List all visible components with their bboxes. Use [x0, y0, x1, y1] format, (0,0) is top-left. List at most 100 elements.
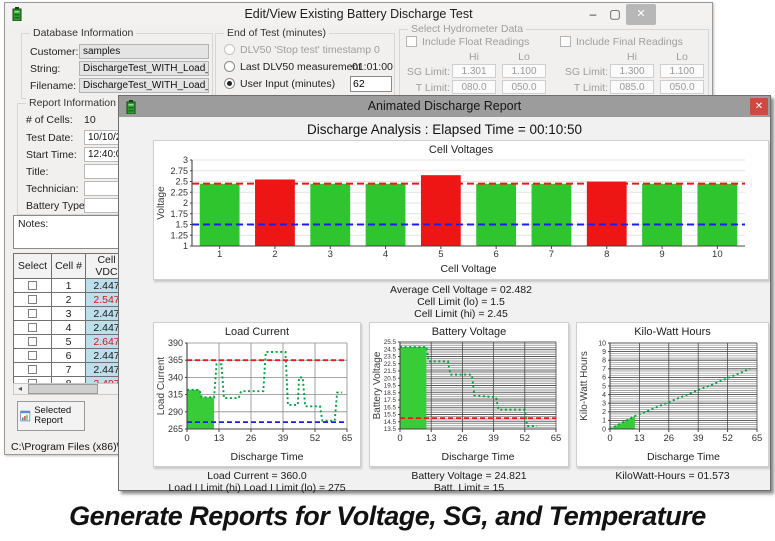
row-checkbox[interactable]: [28, 323, 37, 332]
svg-text:26: 26: [664, 433, 675, 444]
end-of-test-group: End of Test (minutes) DLV50 'Stop test' …: [215, 33, 395, 99]
table-row: 4 2.447: [14, 321, 128, 335]
svg-text:52: 52: [722, 433, 733, 444]
svg-text:3: 3: [183, 156, 188, 165]
scrollbar-thumb[interactable]: [28, 384, 98, 394]
svg-text:0: 0: [602, 426, 606, 433]
kilowatt-hours-title: Kilo-Watt Hours: [577, 323, 768, 338]
svg-text:15.5: 15.5: [384, 412, 397, 419]
user-input-minutes-field[interactable]: [350, 76, 392, 92]
database-info-group: Database Information Customer: samples S…: [21, 33, 213, 99]
svg-text:7: 7: [549, 249, 554, 260]
include-float-checkbox[interactable]: [406, 36, 417, 47]
radio-dlv50-timestamp[interactable]: [224, 44, 235, 55]
report-info-legend: Report Information: [26, 97, 119, 109]
svg-text:1: 1: [217, 249, 222, 260]
battery-voltage-value-text: Battery Voltage = 24.821: [369, 470, 569, 482]
svg-text:Kilo-Watt Hours: Kilo-Watt Hours: [579, 351, 590, 421]
svg-text:1.25: 1.25: [170, 230, 188, 240]
dlv50-timestamp-label: DLV50 'Stop test' timestamp: [240, 44, 371, 56]
cell-num: 7: [52, 363, 86, 377]
row-checkbox[interactable]: [28, 281, 37, 290]
row-checkbox[interactable]: [28, 337, 37, 346]
svg-text:16.5: 16.5: [384, 404, 397, 411]
float-t-lo-field[interactable]: 050.0: [502, 80, 546, 94]
svg-text:315: 315: [168, 390, 183, 400]
svg-text:290: 290: [168, 407, 183, 417]
float-t-hi-field[interactable]: 080.0: [452, 80, 496, 94]
svg-text:22.5: 22.5: [384, 361, 397, 368]
hydrometer-group: Select Hydrometer Data Include Float Rea…: [399, 29, 709, 101]
row-checkbox[interactable]: [28, 365, 37, 374]
notes-label: Notes:: [18, 218, 48, 230]
float-hi-header: Hi: [452, 51, 496, 63]
svg-text:4: 4: [383, 249, 388, 260]
svg-text:Discharge Time: Discharge Time: [231, 451, 304, 463]
animated-report-window: Animated Discharge Report ✕ Discharge An…: [118, 95, 771, 491]
minimize-button[interactable]: –: [582, 4, 604, 24]
final-t-hi-field[interactable]: 085.0: [610, 80, 654, 94]
selected-report-button[interactable]: Selected Report: [17, 401, 85, 431]
cell-voltages-chart: 1234567891011.251.51.7522.252.52.753Cell…: [154, 156, 768, 277]
report-close-button[interactable]: ✕: [750, 98, 768, 115]
row-checkbox[interactable]: [28, 351, 37, 360]
svg-text:39: 39: [693, 433, 704, 444]
col-header-cellnum: Cell #: [52, 254, 86, 279]
svg-text:14.5: 14.5: [384, 419, 397, 426]
svg-text:2.5: 2.5: [175, 177, 188, 187]
svg-text:Battery Voltage: Battery Voltage: [372, 351, 383, 419]
svg-text:9: 9: [659, 249, 664, 260]
technician-label: Technician:: [26, 183, 79, 195]
svg-text:24.5: 24.5: [384, 346, 397, 353]
svg-text:Load Current: Load Current: [156, 357, 167, 416]
maximize-button[interactable]: ▢: [604, 4, 626, 24]
svg-text:39: 39: [488, 433, 499, 444]
svg-text:52: 52: [310, 433, 321, 444]
load-current-chart-panel: Load Current 013263952652652903153403653…: [153, 322, 361, 467]
scroll-left-arrow-icon[interactable]: ◂: [14, 384, 26, 394]
svg-text:39: 39: [278, 433, 289, 444]
svg-text:2.25: 2.25: [170, 187, 188, 197]
end-of-test-legend: End of Test (minutes): [224, 27, 329, 39]
table-row: 2 2.547: [14, 293, 128, 307]
load-current-chart: 01326395265265290315340365390Discharge T…: [154, 338, 360, 465]
cell-voltages-title: Cell Voltages: [154, 141, 768, 156]
svg-text:65: 65: [752, 433, 763, 444]
cell-table: Select Cell # Cell VDC 1 2.447 2 2.547 3…: [13, 253, 128, 391]
svg-text:17.5: 17.5: [384, 397, 397, 404]
row-checkbox[interactable]: [28, 295, 37, 304]
kilowatt-hours-chart-panel: Kilo-Watt Hours 01326395265012345678910D…: [576, 322, 769, 467]
customer-field[interactable]: samples: [79, 44, 209, 59]
svg-text:2.75: 2.75: [170, 166, 188, 176]
selected-report-label: Selected Report: [34, 406, 82, 426]
svg-text:Discharge Time: Discharge Time: [442, 451, 515, 463]
discharge-analysis-heading: Discharge Analysis : Elapsed Time = 00:1…: [119, 122, 770, 137]
row-checkbox[interactable]: [28, 309, 37, 318]
table-horizontal-scrollbar[interactable]: ◂: [13, 383, 127, 395]
report-window-title: Animated Discharge Report: [119, 99, 770, 113]
svg-text:265: 265: [168, 424, 183, 434]
string-field[interactable]: DischargeTest_WITH_Load_IDC: [79, 61, 209, 76]
svg-text:8: 8: [604, 249, 609, 260]
battery-type-label: Battery Type:: [26, 200, 88, 212]
float-sg-lo-field[interactable]: 1.100: [502, 64, 546, 78]
svg-text:2: 2: [183, 198, 188, 208]
float-sg-hi-field[interactable]: 1.301: [452, 64, 496, 78]
final-sg-hi-field[interactable]: 1.300: [610, 64, 654, 78]
svg-text:0: 0: [397, 433, 402, 444]
final-sg-lo-field[interactable]: 1.100: [660, 64, 704, 78]
include-final-checkbox[interactable]: [560, 36, 571, 47]
report-chart-icon: [20, 408, 31, 424]
screenshot-canvas: Edit/View Existing Battery Discharge Tes…: [0, 0, 775, 541]
database-info-legend: Database Information: [30, 27, 136, 39]
include-float-label: Include Float Readings: [422, 36, 529, 48]
radio-last-measurement[interactable]: [224, 61, 235, 72]
final-t-label: T Limit:: [558, 82, 608, 94]
filename-field[interactable]: DischargeTest_WITH_Load_IDC_(: [79, 78, 209, 93]
cell-num: 5: [52, 335, 86, 349]
radio-user-input[interactable]: [224, 78, 235, 89]
close-button[interactable]: ✕: [626, 4, 656, 25]
col-header-select: Select: [14, 254, 52, 279]
final-t-lo-field[interactable]: 050.0: [660, 80, 704, 94]
table-row: 3 2.447: [14, 307, 128, 321]
